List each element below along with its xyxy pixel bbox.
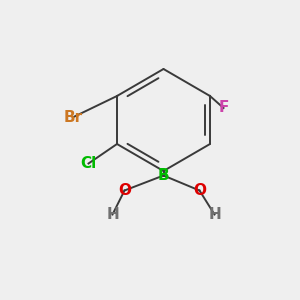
Text: Br: Br (64, 110, 83, 124)
Text: Cl: Cl (80, 156, 97, 171)
Text: H: H (106, 207, 119, 222)
Text: O: O (193, 183, 206, 198)
Text: F: F (218, 100, 229, 116)
Text: O: O (118, 183, 131, 198)
Text: H: H (208, 207, 221, 222)
Text: B: B (158, 168, 169, 183)
